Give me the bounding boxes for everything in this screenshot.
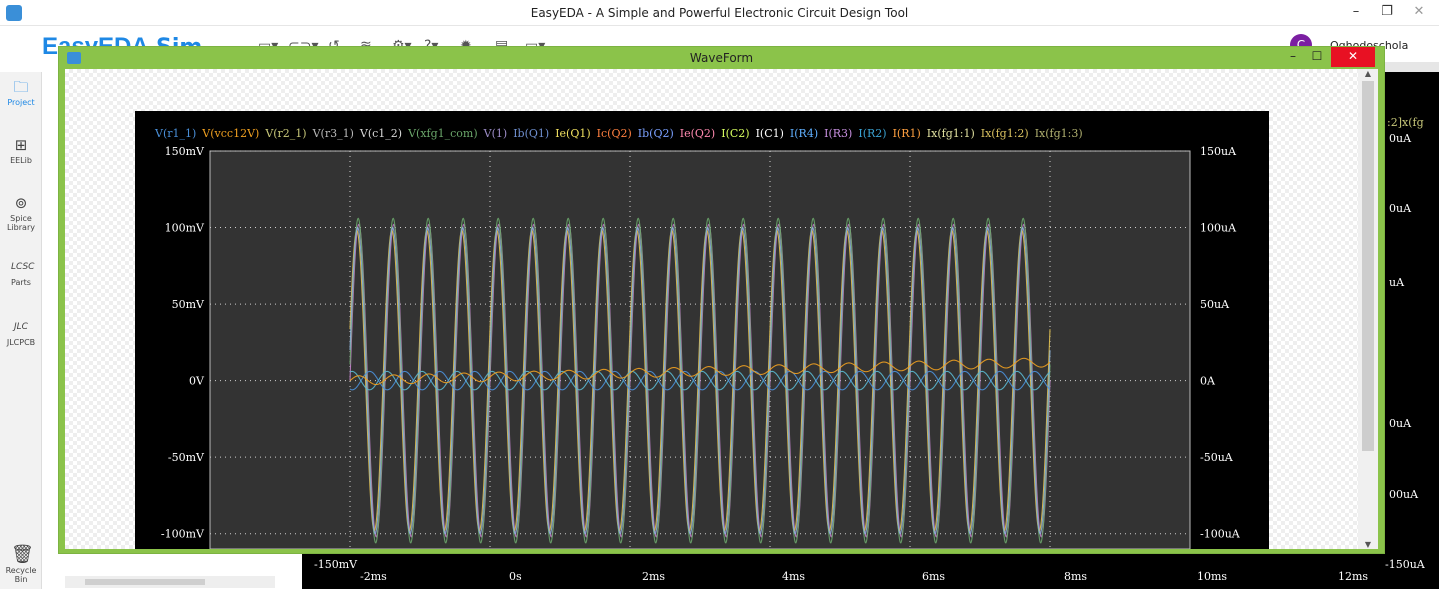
background-x-tick: 6ms xyxy=(922,570,946,583)
background-y-label: -150mV xyxy=(314,558,358,571)
legend-entry: Ie(Q2) xyxy=(680,127,715,140)
app-title-bar: EasyEDA - A Simple and Powerful Electron… xyxy=(0,0,1439,26)
background-axis-label: 0uA xyxy=(1389,202,1412,215)
sidebar-item-spice-library[interactable]: ⊚ Spice Library xyxy=(0,194,42,232)
background-axis-label: uA xyxy=(1389,276,1405,289)
background-axis-label: -150uA xyxy=(1385,558,1425,571)
background-x-tick: 0s xyxy=(509,570,522,583)
legend-entry: I(R3) xyxy=(824,127,852,140)
trash-icon: 🗑 xyxy=(11,544,34,565)
chip-icon: ⊞ xyxy=(14,136,28,154)
background-plot-right-edge: :2]x(fg 0uA 0uA uA 0uA 00uA -150uA xyxy=(1385,72,1439,589)
waveform-window[interactable]: WaveForm – ☐ ✕ 150mV 150uA 100mV 100uA 50mV 5… xyxy=(58,46,1385,554)
waveform-vertical-scrollbar[interactable]: ▲ ▼ xyxy=(1358,69,1378,549)
background-axis-label: 0uA xyxy=(1389,417,1412,430)
legend-entry: V(vcc12V) xyxy=(201,127,259,140)
left-sidebar: 🗀 Project ⊞ EELib ⊚ Spice Library LCSC P… xyxy=(0,72,42,589)
legend-entry: Ix(fg1:1) xyxy=(927,127,975,140)
sidebar-item-parts[interactable]: LCSC Parts xyxy=(0,258,42,287)
sidebar-item-label: Parts xyxy=(11,278,31,287)
scrollbar-thumb[interactable] xyxy=(85,579,205,585)
legend-entry: I(R1) xyxy=(893,127,921,140)
lcsc-icon: LCSC xyxy=(11,262,35,272)
folder-icon: 🗀 xyxy=(13,78,29,96)
close-icon[interactable]: ✕ xyxy=(1413,4,1425,19)
legend-entry: V(r1_1) xyxy=(154,127,196,140)
close-icon[interactable]: ✕ xyxy=(1331,47,1375,67)
background-x-tick: 12ms xyxy=(1338,570,1369,583)
minimize-icon[interactable]: – xyxy=(1290,49,1296,63)
series-line xyxy=(349,227,1051,535)
y-tick-label-right: 150uA xyxy=(1200,145,1237,158)
legend-entry: I(R2) xyxy=(858,127,886,140)
sidebar-item-label: EELib xyxy=(10,156,32,165)
y-tick-label-right: 100uA xyxy=(1200,222,1237,235)
background-axis-label: 00uA xyxy=(1389,488,1419,501)
legend-entry: Ib(Q1) xyxy=(513,127,549,140)
series-line xyxy=(349,370,1051,391)
sidebar-item-label: Spice Library xyxy=(7,214,35,232)
background-legend-fragment: :2]x(fg xyxy=(1387,116,1424,129)
y-tick-label-left: 150mV xyxy=(165,145,205,158)
sidebar-item-project[interactable]: 🗀 Project xyxy=(0,78,42,107)
background-plot-bottom-edge: -150mV -2ms 0s 2ms 4ms 6ms 8ms 10ms 12ms xyxy=(302,550,1385,589)
y-tick-label-left: 0V xyxy=(189,375,205,388)
restore-icon[interactable]: ❐ xyxy=(1381,4,1393,19)
legend-entry: V(xfg1_com) xyxy=(407,127,478,140)
waveform-plot[interactable]: 150mV 150uA 100mV 100uA 50mV 50uA 0V 0A -50mV -50… xyxy=(135,111,1269,549)
waveform-window-title: WaveForm xyxy=(689,51,754,65)
y-tick-label-right: -50uA xyxy=(1200,451,1234,464)
legend-entry: V(r2_1) xyxy=(264,127,306,140)
sidebar-item-label: JLCPCB xyxy=(6,338,36,347)
y-tick-label-right: 0A xyxy=(1200,375,1216,388)
background-x-tick: -2ms xyxy=(360,570,387,583)
y-tick-label-left: 100mV xyxy=(165,222,205,235)
sidebar-item-jlcpcb[interactable]: JLC JLCPCB xyxy=(0,318,42,347)
waveform-canvas-area: 150mV 150uA 100mV 100uA 50mV 50uA 0V 0A -50mV -50… xyxy=(65,69,1358,549)
window-title: EasyEDA - A Simple and Powerful Electron… xyxy=(530,6,909,20)
y-tick-label-right: -100uA xyxy=(1200,528,1241,541)
legend-entry: Ix(fg1:3) xyxy=(1035,127,1083,140)
background-x-tick: 2ms xyxy=(642,570,666,583)
legend-entry: V(r3_1) xyxy=(312,127,354,140)
scrollbar-thumb[interactable] xyxy=(1362,81,1374,451)
search-library-icon: ⊚ xyxy=(14,194,28,212)
legend-entry: I(R4) xyxy=(790,127,818,140)
minimize-icon[interactable]: – xyxy=(1352,4,1360,19)
sidebar-item-label: Project xyxy=(7,98,35,107)
legend-entry: Ib(Q2) xyxy=(638,127,674,140)
legend-entry: Ie(Q1) xyxy=(555,127,590,140)
waveform-window-icon xyxy=(67,52,81,64)
legend-entry: V(1) xyxy=(483,127,508,140)
series-line xyxy=(349,357,1051,386)
legend-entry: Ix(fg1:2) xyxy=(981,127,1029,140)
panel-horizontal-scrollbar[interactable] xyxy=(65,576,275,588)
y-tick-label-left: -50mV xyxy=(168,451,205,464)
sidebar-item-label: Recycle Bin xyxy=(5,566,37,584)
legend-entry: Ic(Q2) xyxy=(597,127,632,140)
maximize-icon[interactable]: ☐ xyxy=(1311,49,1323,63)
y-tick-label-right: 50uA xyxy=(1200,298,1230,311)
legend-entry: V(c1_2) xyxy=(359,127,402,140)
legend-entry: I(C1) xyxy=(756,127,784,140)
easyeda-app-icon xyxy=(6,5,22,21)
scroll-up-icon[interactable]: ▲ xyxy=(1364,69,1372,78)
sidebar-item-eelib[interactable]: ⊞ EELib xyxy=(0,136,42,165)
scroll-down-icon[interactable]: ▼ xyxy=(1364,540,1372,549)
background-x-tick: 10ms xyxy=(1197,570,1228,583)
y-tick-label-left: -100mV xyxy=(161,528,205,541)
legend-entry: I(C2) xyxy=(721,127,749,140)
background-x-tick: 8ms xyxy=(1064,570,1088,583)
background-x-tick: 4ms xyxy=(782,570,806,583)
y-tick-label-left: 50mV xyxy=(172,298,205,311)
background-axis-label: 0uA xyxy=(1389,132,1412,145)
waveform-chart[interactable]: 150mV 150uA 100mV 100uA 50mV 50uA 0V 0A -50mV -50… xyxy=(135,111,1269,549)
sidebar-item-recycle-bin[interactable]: 🗑 Recycle Bin xyxy=(0,544,42,585)
jlc-icon: JLC xyxy=(14,322,28,332)
